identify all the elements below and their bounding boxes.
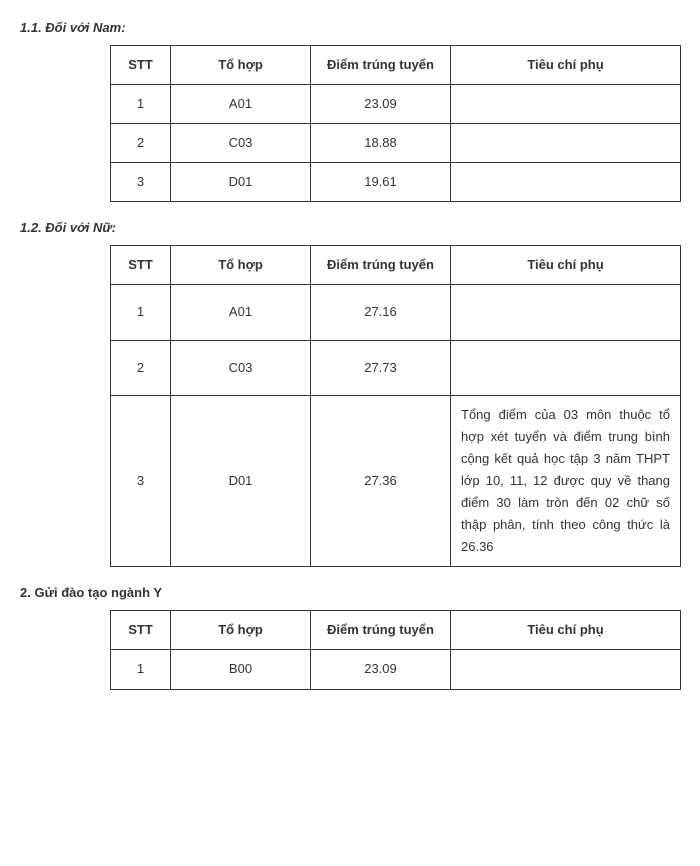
cell-stt: 1: [111, 285, 171, 340]
cell-tohop: A01: [171, 285, 311, 340]
cell-tieu: Tổng điểm của 03 môn thuộc tổ hợp xét tu…: [451, 395, 681, 567]
cell-diem: 19.61: [311, 163, 451, 202]
heading-1-1: 1.1. Đối với Nam:: [20, 20, 680, 35]
cell-diem: 18.88: [311, 124, 451, 163]
cell-diem: 23.09: [311, 85, 451, 124]
col-tieu: Tiêu chí phụ: [451, 46, 681, 85]
col-stt: STT: [111, 246, 171, 285]
col-diem: Điểm trúng tuyển: [311, 611, 451, 650]
cell-tohop: A01: [171, 85, 311, 124]
cell-stt: 2: [111, 340, 171, 395]
col-tieu: Tiêu chí phụ: [451, 611, 681, 650]
cell-tieu: [451, 650, 681, 689]
table-row: 1 B00 23.09: [111, 650, 681, 689]
col-stt: STT: [111, 611, 171, 650]
heading-1-2: 1.2. Đối với Nữ:: [20, 220, 680, 235]
cell-diem: 27.36: [311, 395, 451, 567]
cell-diem: 27.16: [311, 285, 451, 340]
table-header-row: STT Tổ hợp Điểm trúng tuyển Tiêu chí phụ: [111, 46, 681, 85]
col-tohop: Tổ hợp: [171, 246, 311, 285]
cell-tieu: [451, 285, 681, 340]
table-row: 1 A01 23.09: [111, 85, 681, 124]
cell-stt: 1: [111, 85, 171, 124]
col-tohop: Tổ hợp: [171, 611, 311, 650]
table-1-2: STT Tổ hợp Điểm trúng tuyển Tiêu chí phụ…: [110, 245, 681, 567]
table-row: 3 D01 27.36 Tổng điểm của 03 môn thuộc t…: [111, 395, 681, 567]
cell-tieu: [451, 124, 681, 163]
table-row: 1 A01 27.16: [111, 285, 681, 340]
table-row: 2 C03 27.73: [111, 340, 681, 395]
cell-tohop: D01: [171, 163, 311, 202]
cell-stt: 3: [111, 163, 171, 202]
table-row: 2 C03 18.88: [111, 124, 681, 163]
table-1-1: STT Tổ hợp Điểm trúng tuyển Tiêu chí phụ…: [110, 45, 681, 202]
heading-2: 2. Gửi đào tạo ngành Y: [20, 585, 680, 600]
cell-tohop: C03: [171, 340, 311, 395]
table-2: STT Tổ hợp Điểm trúng tuyển Tiêu chí phụ…: [110, 610, 681, 689]
col-tieu: Tiêu chí phụ: [451, 246, 681, 285]
table-header-row: STT Tổ hợp Điểm trúng tuyển Tiêu chí phụ: [111, 246, 681, 285]
cell-tohop: D01: [171, 395, 311, 567]
col-stt: STT: [111, 46, 171, 85]
cell-diem: 27.73: [311, 340, 451, 395]
cell-diem: 23.09: [311, 650, 451, 689]
table-row: 3 D01 19.61: [111, 163, 681, 202]
col-diem: Điểm trúng tuyển: [311, 46, 451, 85]
table-header-row: STT Tổ hợp Điểm trúng tuyển Tiêu chí phụ: [111, 611, 681, 650]
cell-stt: 1: [111, 650, 171, 689]
cell-tohop: B00: [171, 650, 311, 689]
cell-stt: 3: [111, 395, 171, 567]
col-diem: Điểm trúng tuyển: [311, 246, 451, 285]
cell-tieu: [451, 85, 681, 124]
col-tohop: Tổ hợp: [171, 46, 311, 85]
cell-tieu: [451, 340, 681, 395]
cell-tohop: C03: [171, 124, 311, 163]
cell-stt: 2: [111, 124, 171, 163]
cell-tieu: [451, 163, 681, 202]
